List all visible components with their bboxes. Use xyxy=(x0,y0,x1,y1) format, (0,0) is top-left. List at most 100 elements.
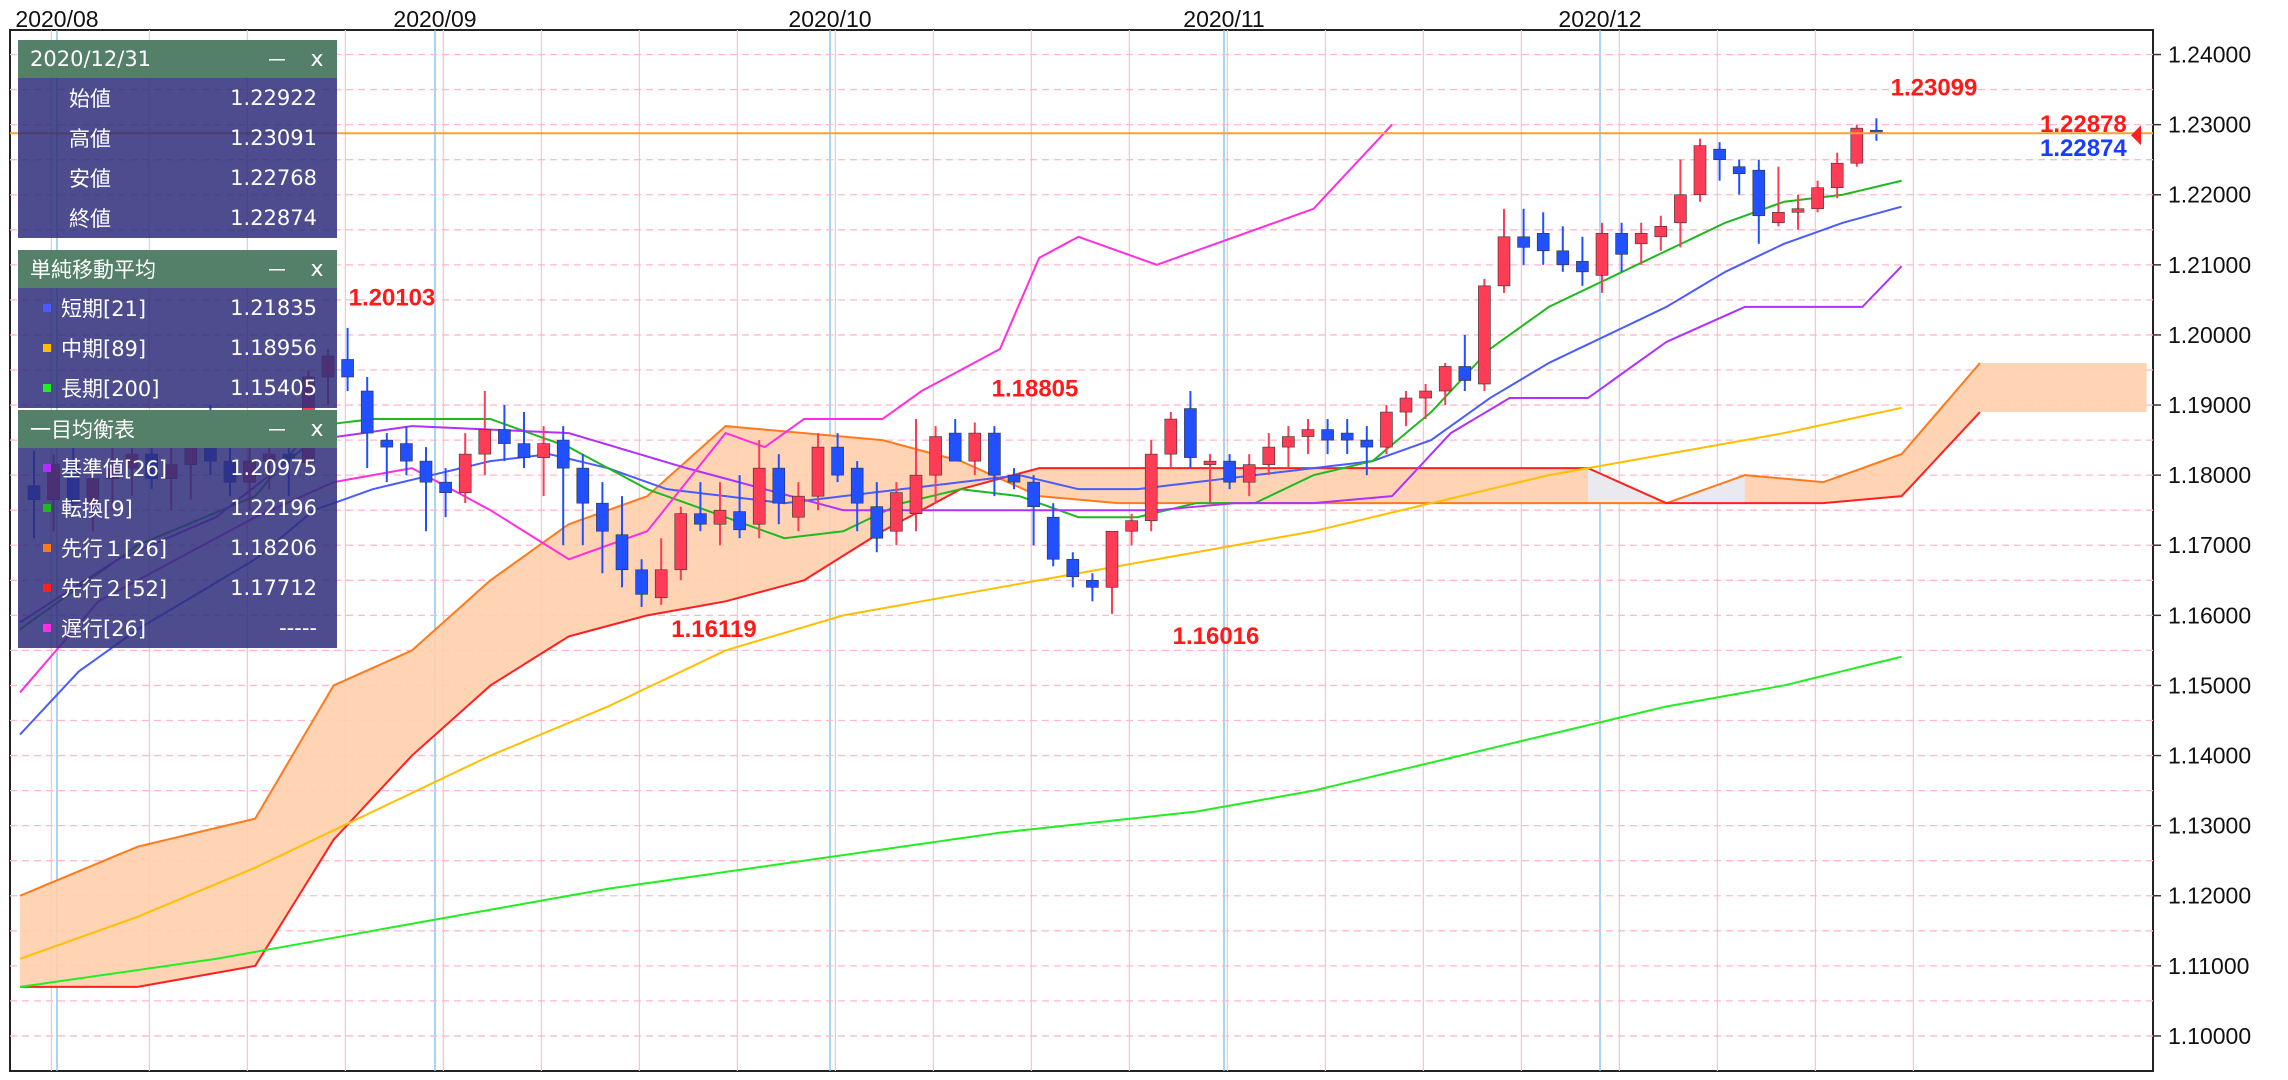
candle xyxy=(988,426,1001,497)
month-label: 2020/10 xyxy=(788,6,871,32)
legend-swatch xyxy=(43,624,51,632)
candle xyxy=(1634,222,1648,265)
y-tick-label: 1.20000 xyxy=(2168,322,2251,348)
y-tick-label: 1.10000 xyxy=(2168,1023,2251,1049)
ohlc-row-high: 高値 1.23091 xyxy=(18,118,337,158)
candle xyxy=(360,377,374,469)
candle xyxy=(1340,419,1354,455)
legend-swatch xyxy=(43,584,51,592)
candle xyxy=(1301,419,1315,455)
y-tick-label: 1.19000 xyxy=(2168,392,2251,418)
candle xyxy=(1223,454,1236,490)
candle xyxy=(596,482,609,574)
candle xyxy=(674,506,688,581)
row-value: ----- xyxy=(279,616,317,640)
candle xyxy=(1556,226,1570,272)
candle-body xyxy=(1536,232,1550,252)
candle xyxy=(1458,334,1472,392)
candle-body xyxy=(635,569,648,595)
sma-row-long: 長期[200] 1.15405 xyxy=(18,368,337,408)
candle-body xyxy=(1144,453,1158,522)
candle-body xyxy=(1007,474,1021,483)
y-tick-label: 1.17000 xyxy=(2168,532,2251,558)
candle-body xyxy=(1046,516,1060,560)
candle-body xyxy=(1027,481,1040,507)
y-tick-label: 1.11000 xyxy=(2168,953,2249,979)
candle xyxy=(458,433,472,504)
legend-swatch xyxy=(43,504,51,512)
candle xyxy=(1125,513,1138,546)
price-annotation: 1.18805 xyxy=(992,376,1079,403)
candle-body xyxy=(1634,232,1648,245)
candle-body xyxy=(1732,166,1746,175)
candle-body xyxy=(1066,558,1080,578)
row-label: 長期[200] xyxy=(61,377,160,401)
candle-body xyxy=(1478,285,1491,385)
candle xyxy=(1380,405,1393,455)
candle xyxy=(419,447,433,532)
candle xyxy=(1850,124,1864,167)
candle-body xyxy=(1556,250,1570,266)
candle-body xyxy=(1380,411,1393,448)
close-button[interactable]: x xyxy=(310,256,324,282)
candle xyxy=(850,461,864,532)
candle-body xyxy=(478,429,492,455)
candle xyxy=(1007,468,1021,490)
y-tick-label: 1.24000 xyxy=(2168,42,2251,68)
candle xyxy=(341,327,354,392)
candle-body xyxy=(1105,530,1119,588)
row-label: 始値 xyxy=(69,87,111,111)
candle xyxy=(733,475,746,539)
candle-body xyxy=(1223,460,1236,483)
candle-body xyxy=(596,502,609,532)
candle-body xyxy=(1086,579,1099,588)
sma-mid-line xyxy=(19,406,1902,960)
candle xyxy=(1262,433,1276,476)
candle-body xyxy=(1458,366,1472,381)
candlesticks xyxy=(27,118,1883,614)
candle-body xyxy=(1576,261,1589,273)
close-button[interactable]: x xyxy=(310,46,324,72)
candle xyxy=(1811,180,1824,213)
candle xyxy=(1791,194,1805,230)
row-value: 1.15405 xyxy=(230,376,317,400)
candle xyxy=(576,454,590,546)
candle-body xyxy=(1242,464,1256,483)
candle xyxy=(380,433,394,483)
candle xyxy=(1184,391,1197,469)
cloud-fill xyxy=(20,362,2147,987)
ichimoku-panel: 一目均衡表 － x 基準値[26] 1.20975 転換[9] 1.22196 先行… xyxy=(18,410,337,648)
candle-body xyxy=(341,359,354,378)
candle-body xyxy=(537,443,550,458)
candle-body xyxy=(1399,397,1413,413)
y-tick-label: 1.13000 xyxy=(2168,813,2251,839)
row-value: 1.17712 xyxy=(230,576,317,600)
row-value: 1.21835 xyxy=(230,296,317,320)
sma-panel-header: 単純移動平均 － x xyxy=(18,250,337,288)
y-tick-label: 1.21000 xyxy=(2168,252,2251,278)
minimize-button[interactable]: － xyxy=(265,259,288,284)
close-button[interactable]: x xyxy=(310,416,324,442)
candle xyxy=(870,482,884,553)
price-annotation: 1.20103 xyxy=(349,285,436,312)
price-annotation: 1.16119 xyxy=(671,616,756,643)
row-value: 1.22196 xyxy=(230,496,317,520)
legend-swatch xyxy=(43,304,51,312)
minimize-button[interactable]: － xyxy=(265,419,288,444)
candle xyxy=(1654,215,1668,251)
candle-body xyxy=(870,506,884,539)
candle-body xyxy=(517,443,531,458)
candle xyxy=(792,482,805,532)
candle xyxy=(1830,152,1844,199)
minimize-button[interactable]: － xyxy=(265,49,288,74)
y-tick-label: 1.14000 xyxy=(2168,743,2251,769)
candle-body xyxy=(850,467,864,504)
ichimoku-cloud xyxy=(20,362,2147,987)
candle-body xyxy=(811,446,825,497)
candle xyxy=(1752,159,1766,244)
candle-body xyxy=(1321,429,1334,441)
candle-body xyxy=(1203,460,1217,465)
